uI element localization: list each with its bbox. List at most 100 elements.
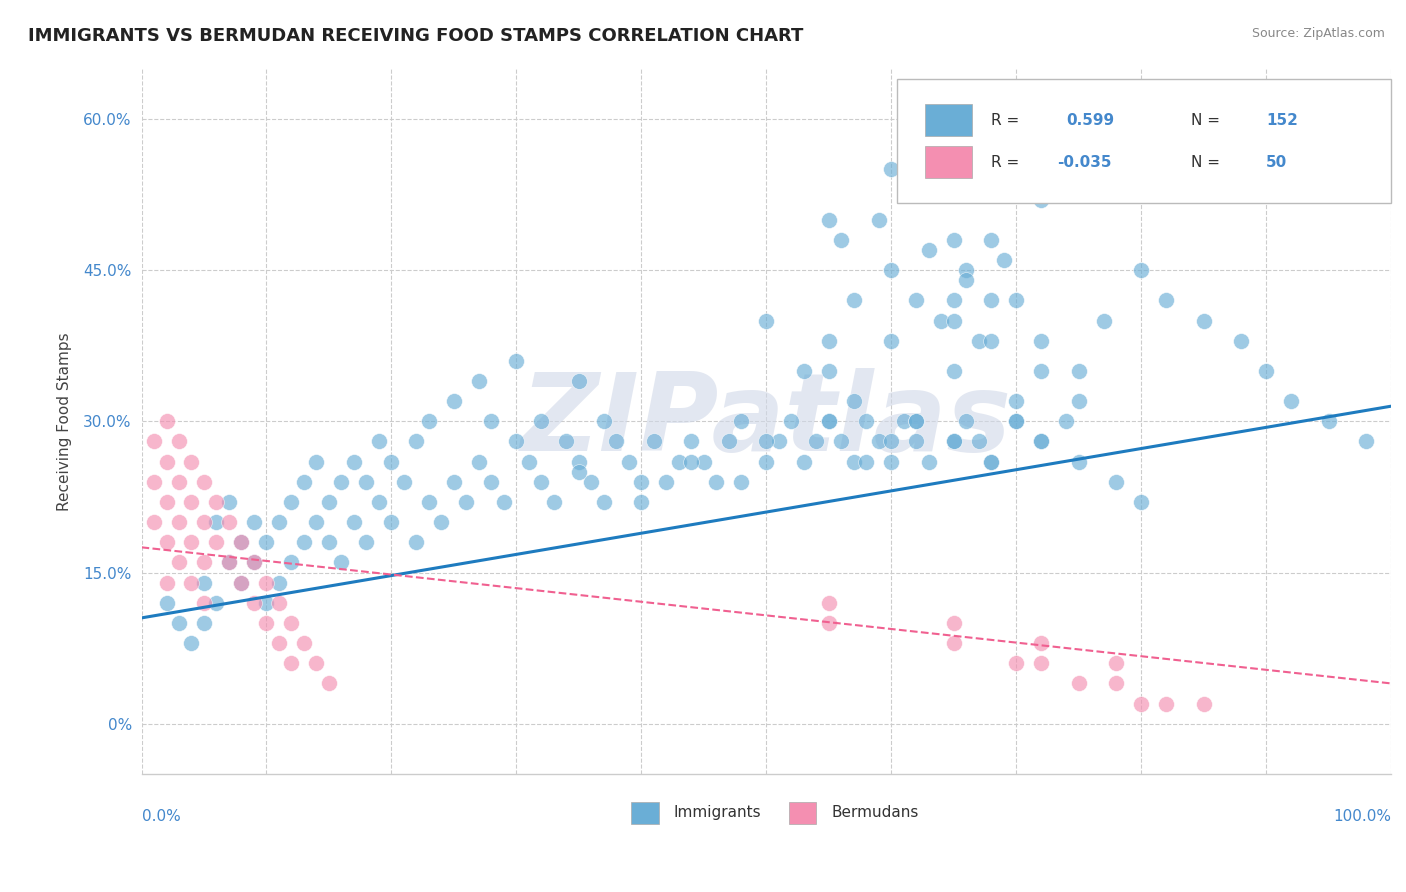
Point (330, 556, 353, 570)
Text: ZIPatlas: ZIPatlas (520, 368, 1012, 475)
Point (1005, 414, 1028, 428)
Point (905, 434, 928, 449)
Point (1067, 676, 1090, 690)
Point (405, 535, 427, 549)
Point (256, 596, 278, 610)
Point (980, 293, 1002, 308)
Point (693, 455, 716, 469)
Point (231, 575, 253, 590)
Point (842, 394, 865, 409)
Point (755, 434, 778, 449)
Point (905, 414, 928, 428)
Point (280, 615, 302, 630)
Point (405, 434, 427, 449)
Point (980, 334, 1002, 348)
Point (180, 535, 202, 549)
Point (942, 615, 965, 630)
Point (505, 434, 527, 449)
Point (730, 475, 752, 489)
Bar (925, 146, 973, 178)
Point (167, 556, 190, 570)
Point (817, 596, 839, 610)
Point (318, 535, 340, 549)
Point (479, 414, 502, 428)
Point (830, 434, 852, 449)
Text: N =: N = (1191, 155, 1225, 169)
Point (193, 615, 215, 630)
Point (592, 495, 614, 509)
Point (1192, 313, 1215, 327)
Point (806, 434, 828, 449)
Point (243, 556, 266, 570)
Point (980, 455, 1002, 469)
Point (980, 455, 1002, 469)
Point (942, 233, 965, 247)
Point (918, 455, 941, 469)
Point (479, 475, 502, 489)
Point (318, 676, 340, 690)
Point (1005, 657, 1028, 671)
Point (155, 575, 177, 590)
Point (231, 575, 253, 590)
Point (418, 414, 440, 428)
Point (343, 455, 366, 469)
Point (630, 475, 652, 489)
Point (893, 414, 915, 428)
Text: Immigrants: Immigrants (673, 805, 762, 821)
Point (443, 475, 465, 489)
Point (630, 495, 652, 509)
Point (1031, 193, 1053, 207)
Y-axis label: Receiving Food Stamps: Receiving Food Stamps (58, 332, 72, 510)
Point (218, 495, 240, 509)
Point (880, 455, 903, 469)
Text: R =: R = (991, 155, 1025, 169)
Point (1154, 697, 1177, 711)
Point (256, 575, 278, 590)
Point (231, 535, 253, 549)
Point (993, 253, 1015, 268)
Point (193, 515, 215, 529)
Point (505, 354, 527, 368)
Point (1092, 313, 1115, 327)
Point (167, 515, 190, 529)
Point (755, 313, 778, 327)
Point (305, 455, 328, 469)
Text: 0.599: 0.599 (1066, 112, 1115, 128)
Point (1130, 697, 1153, 711)
Point (1067, 394, 1090, 409)
Point (468, 455, 491, 469)
Point (193, 556, 215, 570)
Point (568, 374, 591, 388)
Point (418, 495, 440, 509)
Point (967, 334, 990, 348)
Point (817, 364, 839, 378)
Point (292, 535, 315, 549)
Point (681, 455, 703, 469)
Point (1031, 636, 1053, 650)
Text: 50: 50 (1265, 155, 1288, 169)
Point (942, 313, 965, 327)
Point (430, 515, 453, 529)
Point (180, 455, 202, 469)
Point (243, 515, 266, 529)
Point (180, 495, 202, 509)
Point (267, 596, 290, 610)
Point (668, 455, 690, 469)
Point (280, 657, 302, 671)
Point (755, 455, 778, 469)
Point (218, 556, 240, 570)
Text: Bermudans: Bermudans (831, 805, 918, 821)
Point (681, 434, 703, 449)
Point (205, 495, 228, 509)
Point (1067, 364, 1090, 378)
Point (280, 556, 302, 570)
Point (955, 273, 977, 287)
Point (243, 596, 266, 610)
Point (942, 293, 965, 308)
Point (980, 233, 1002, 247)
Point (155, 535, 177, 549)
Point (205, 515, 228, 529)
Point (1279, 394, 1302, 409)
Point (581, 475, 603, 489)
Point (568, 465, 591, 479)
